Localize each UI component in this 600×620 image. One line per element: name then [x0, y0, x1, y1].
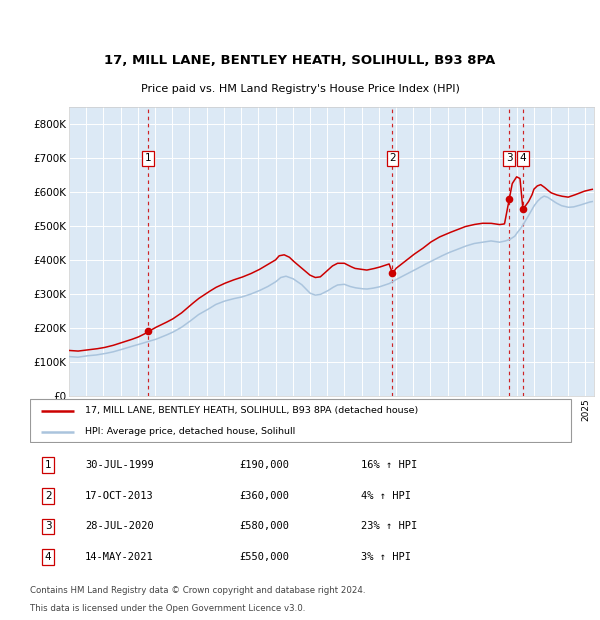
Text: 2: 2 — [45, 491, 52, 501]
Text: 16% ↑ HPI: 16% ↑ HPI — [361, 460, 418, 470]
Text: 28-JUL-2020: 28-JUL-2020 — [85, 521, 154, 531]
Text: 14-MAY-2021: 14-MAY-2021 — [85, 552, 154, 562]
Text: 17-OCT-2013: 17-OCT-2013 — [85, 491, 154, 501]
Text: 2: 2 — [389, 153, 396, 163]
Text: 3: 3 — [45, 521, 52, 531]
Text: £360,000: £360,000 — [240, 491, 290, 501]
Text: £550,000: £550,000 — [240, 552, 290, 562]
Text: Contains HM Land Registry data © Crown copyright and database right 2024.: Contains HM Land Registry data © Crown c… — [30, 587, 365, 595]
Text: £190,000: £190,000 — [240, 460, 290, 470]
Text: 30-JUL-1999: 30-JUL-1999 — [85, 460, 154, 470]
Text: 1: 1 — [45, 460, 52, 470]
Text: 23% ↑ HPI: 23% ↑ HPI — [361, 521, 418, 531]
FancyBboxPatch shape — [30, 399, 571, 442]
Text: 17, MILL LANE, BENTLEY HEATH, SOLIHULL, B93 8PA: 17, MILL LANE, BENTLEY HEATH, SOLIHULL, … — [104, 54, 496, 67]
Text: HPI: Average price, detached house, Solihull: HPI: Average price, detached house, Soli… — [85, 427, 295, 436]
Text: 1: 1 — [145, 153, 151, 163]
Text: Price paid vs. HM Land Registry's House Price Index (HPI): Price paid vs. HM Land Registry's House … — [140, 84, 460, 94]
Text: 4: 4 — [45, 552, 52, 562]
Text: £580,000: £580,000 — [240, 521, 290, 531]
Text: 3: 3 — [506, 153, 512, 163]
Text: 4: 4 — [520, 153, 526, 163]
Text: This data is licensed under the Open Government Licence v3.0.: This data is licensed under the Open Gov… — [30, 604, 305, 613]
Text: 17, MILL LANE, BENTLEY HEATH, SOLIHULL, B93 8PA (detached house): 17, MILL LANE, BENTLEY HEATH, SOLIHULL, … — [85, 406, 418, 415]
Text: 3% ↑ HPI: 3% ↑ HPI — [361, 552, 411, 562]
Text: 4% ↑ HPI: 4% ↑ HPI — [361, 491, 411, 501]
